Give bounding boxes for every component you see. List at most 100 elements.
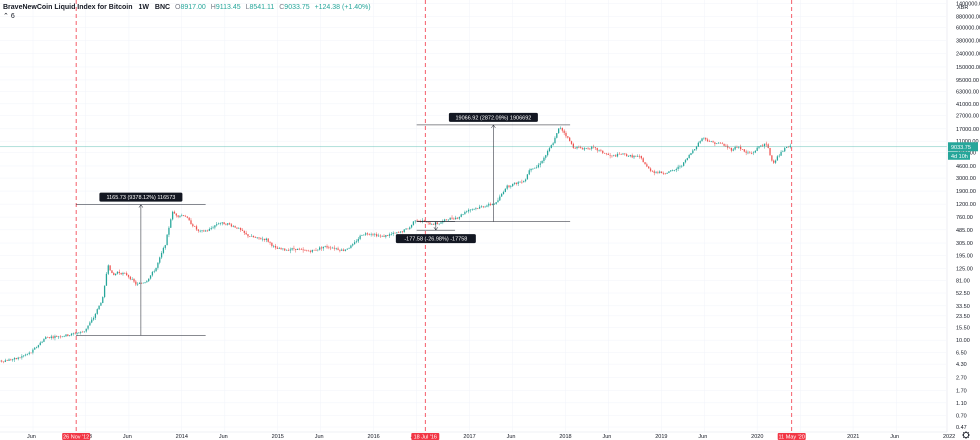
candle [46,336,49,338]
time-axis[interactable]: Jun2013Jun2014Jun2015Jun2016Jun2017Jun20… [0,431,970,440]
candle-body [482,206,484,208]
x-tick-label: 2017 [463,434,475,440]
candle [396,232,398,234]
y-tick-label: 880000.00 [956,15,980,21]
candle-body [98,305,100,310]
candle [361,234,363,236]
candle [401,230,404,234]
candle-body [635,155,637,157]
symbol-name[interactable]: BraveNewCoin Liquid Index for Bitcoin [3,4,133,11]
measure-tool[interactable]: -177.58 (-26.98%) -17758 [395,221,476,244]
candle [205,229,207,232]
y-tick-label: 1200.00 [956,202,976,208]
gear-icon-tooth [962,436,965,439]
candle-body [34,347,36,350]
candle-body [194,226,196,227]
candle [705,137,707,142]
candle [721,142,723,145]
candle [12,358,14,362]
candle-body [252,235,255,238]
candle [238,227,240,229]
candle [15,357,18,360]
candle-body [96,309,98,314]
candle [377,233,380,237]
candle-body [679,166,681,168]
candle [177,215,179,219]
candle-body [421,220,424,222]
candle [552,142,554,146]
candle-body [732,149,734,151]
candle [730,147,733,153]
candle-body [313,249,315,251]
candle-body [289,249,291,251]
candle-body [692,150,694,154]
measure-tool[interactable]: 1165.73 (9378.12%) 116573 [76,192,206,336]
candle [712,140,714,143]
candle [317,249,319,252]
candle-body [534,167,536,169]
candle-body [344,249,347,251]
candle-body [396,232,398,234]
close-value: 9033.75 [284,4,310,11]
halving-date-tag: 11 May '20 [777,433,806,440]
candle-body [784,147,786,152]
candle [359,234,361,241]
candle [212,225,214,229]
y-tick-label: 0.47 [956,425,967,431]
candle-body [543,157,545,161]
chevron-up-icon[interactable]: ⌃ [3,13,9,20]
candle [517,180,519,187]
candle [239,227,242,232]
price-axis[interactable]: 1400000.00 880000.00 600000.00 380000.00 240… [946,0,980,440]
candle-body [620,154,622,155]
candle [81,330,84,333]
gear-icon[interactable] [962,431,970,439]
candle-body [666,172,668,174]
candle [607,152,609,156]
candle [383,234,385,237]
candle [506,184,508,191]
candle-body [111,270,113,274]
indicators-toggle[interactable]: ⌃ 6 [3,13,15,21]
candle-body [45,337,47,340]
candle [289,247,291,254]
candle-body [306,250,308,252]
candle [21,354,23,360]
candle-body [120,272,122,275]
candle [589,147,591,151]
candle [164,244,166,250]
candle-body [284,248,286,251]
candle-body [460,214,462,217]
candle-body [30,352,32,354]
candle [429,221,431,225]
halving-date-tag: 18 Jul '16 [411,433,440,440]
candle [304,249,306,251]
measurement-tools[interactable]: 1165.73 (9378.12%) 116573 19066.92 (2872.… [76,112,571,336]
candle-body [418,220,420,222]
candle [765,141,768,147]
candle-body [81,331,84,333]
candle-body [182,215,185,216]
candle-body [166,234,168,246]
candle [754,150,756,154]
candle-body [319,247,321,250]
x-tick-label: 2020 [751,434,763,440]
candle-body [653,171,655,173]
candle-body [320,247,323,249]
candle-body [234,226,236,228]
candle-body [760,145,762,147]
measure-tool[interactable]: 19066.92 (2872.09%) 1906692 [416,112,571,222]
candle-body [631,155,633,158]
candle [622,153,624,155]
candle [554,136,556,144]
candle [214,225,216,230]
candle-body [721,143,723,145]
candle-body [416,220,418,222]
candle [611,155,613,158]
candle-body [587,147,589,149]
candle-body [322,246,324,249]
candle-body [94,313,97,318]
candle [434,221,437,226]
candle-body [569,137,571,142]
